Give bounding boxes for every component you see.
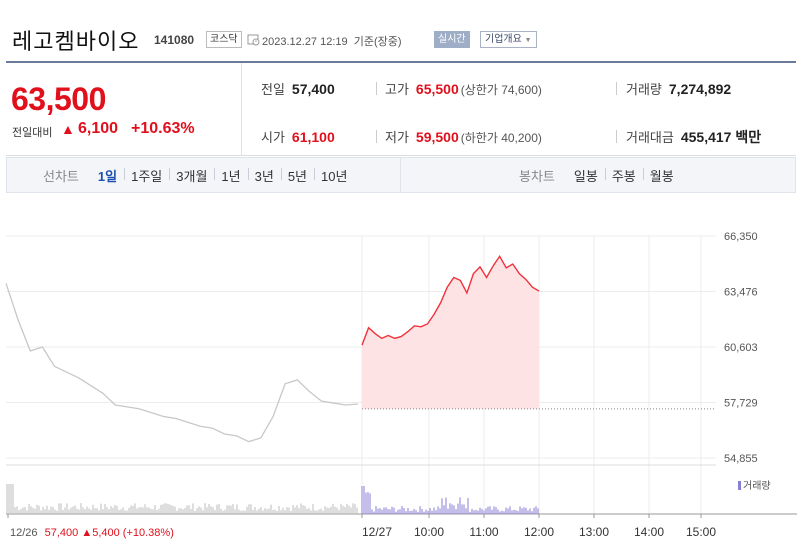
divider [376, 82, 377, 95]
prev-rate: (+10.38%) [122, 527, 174, 539]
candle-chart-title: 봉차트 [519, 168, 555, 184]
volume-legend: 거래량 [738, 477, 771, 492]
corp-info-dropdown[interactable]: 기업개요 ▼ [480, 31, 537, 48]
low-stat: 저가 59,500 (하한가 40,200) [385, 127, 542, 146]
low-label: 저가 [385, 130, 409, 145]
volume-legend-label: 거래량 [743, 481, 771, 492]
y-axis-tick-label: 54,855 [724, 453, 758, 465]
divider [616, 130, 617, 143]
y-axis-tick-label: 66,350 [724, 231, 758, 243]
stock-name: 레고켐바이오 [12, 29, 140, 54]
high-stat: 고가 65,500 (상한가 74,600) [385, 79, 542, 98]
prev-close-value: 57,400 [291, 81, 335, 97]
y-axis-tick-label: 63,476 [724, 287, 758, 299]
tab-divider [400, 158, 401, 192]
tab-5years[interactable]: 5년 [280, 166, 314, 185]
current-price-box: 63,500 전일대비 ▲ 6,100 +10.63% [6, 63, 242, 156]
high-value: 65,500 [415, 81, 459, 97]
x-axis-tick-label: 15:00 [686, 525, 716, 539]
tab-weekly-candle[interactable]: 주봉 [604, 166, 643, 185]
market-badge: 코스닥 [206, 31, 242, 48]
up-arrow-icon: ▲ [81, 527, 93, 539]
line-chart-tabs: 선차트 1일 1주일 3개월 1년 3년 5년 10년 [43, 158, 354, 192]
current-price: 63,500 [11, 81, 106, 117]
prev-price: 57,400 [44, 527, 79, 539]
tab-1year[interactable]: 1년 [214, 166, 247, 185]
low-value: 59,500 [415, 129, 459, 145]
x-axis-tick-label: 12/27 [362, 525, 392, 539]
change-value: 6,100 [78, 120, 119, 137]
x-axis-tick-label: 12:00 [524, 525, 554, 539]
y-axis-tick-label: 60,603 [724, 342, 758, 354]
y-axis-tick-label: 57,729 [724, 398, 758, 410]
open-value: 61,100 [291, 129, 335, 145]
today-price-area [362, 256, 539, 409]
chart-tab-bar: 선차트 1일 1주일 3개월 1년 3년 5년 10년 봉차트 일봉 주봉 월봉 [6, 157, 796, 193]
change-rate: +10.63% [131, 120, 195, 137]
high-label: 고가 [385, 82, 409, 97]
tab-1week[interactable]: 1주일 [124, 166, 169, 185]
volume-label: 거래량 [626, 82, 662, 97]
datetime-text: 2023.12.27 12:19 기준(장중) [262, 36, 402, 48]
volume-value: 7,274,892 [668, 81, 732, 97]
tab-3years[interactable]: 3년 [247, 166, 281, 185]
x-axis-tick-label: 13:00 [579, 525, 609, 539]
change-label: 전일대비 [12, 127, 53, 139]
up-arrow-icon: ▲ [61, 121, 75, 137]
corp-info-label: 기업개요 [485, 34, 522, 45]
open-label: 시가 [261, 130, 285, 145]
volume-stat: 거래량 7,274,892 [626, 79, 731, 98]
prev-day-price-line [5, 283, 359, 443]
prev-change: 5,400 [92, 527, 120, 539]
amount-value: 455,417 백만 [680, 129, 762, 145]
line-chart-title: 선차트 [43, 168, 79, 184]
today-price-line [361, 254, 540, 346]
tab-monthly-candle[interactable]: 월봉 [642, 166, 681, 185]
x-axis-tick-label: 14:00 [634, 525, 664, 539]
volume-legend-swatch [738, 481, 741, 490]
lower-limit: (하한가 40,200) [460, 131, 542, 145]
stock-header: 레고켐바이오 141080 코스닥 2023.12.27 12:19 기준(장중… [0, 0, 797, 60]
prev-date: 12/26 [10, 527, 38, 539]
divider [616, 82, 617, 95]
x-axis-tick-label: 10:00 [414, 525, 444, 539]
open-stat: 시가 61,100 [261, 127, 335, 146]
amount-stat: 거래대금 455,417 백만 [626, 127, 761, 147]
upper-limit: (상한가 74,600) [460, 83, 542, 97]
candle-chart-tabs: 봉차트 일봉 주봉 월봉 [519, 158, 681, 192]
amount-label: 거래대금 [626, 130, 674, 145]
prev-close-stat: 전일 57,400 [261, 79, 335, 98]
x-axis-tick-label: 11:00 [469, 525, 498, 539]
chevron-down-icon: ▼ [524, 37, 532, 44]
stock-code: 141080 [154, 33, 195, 47]
prev-day-info: 12/26 57,400 ▲5,400 (+10.38%) [10, 527, 174, 539]
price-summary: 63,500 전일대비 ▲ 6,100 +10.63% 전일 57,400 고가 6… [6, 61, 796, 156]
tab-daily-candle[interactable]: 일봉 [573, 168, 598, 184]
realtime-button[interactable]: 실시간 [434, 31, 470, 48]
divider [376, 130, 377, 143]
tab-10years[interactable]: 10년 [314, 166, 354, 185]
tab-3months[interactable]: 3개월 [169, 166, 214, 185]
prev-close-label: 전일 [261, 82, 285, 97]
clock-icon [247, 33, 260, 46]
tab-1day[interactable]: 1일 [97, 168, 118, 184]
